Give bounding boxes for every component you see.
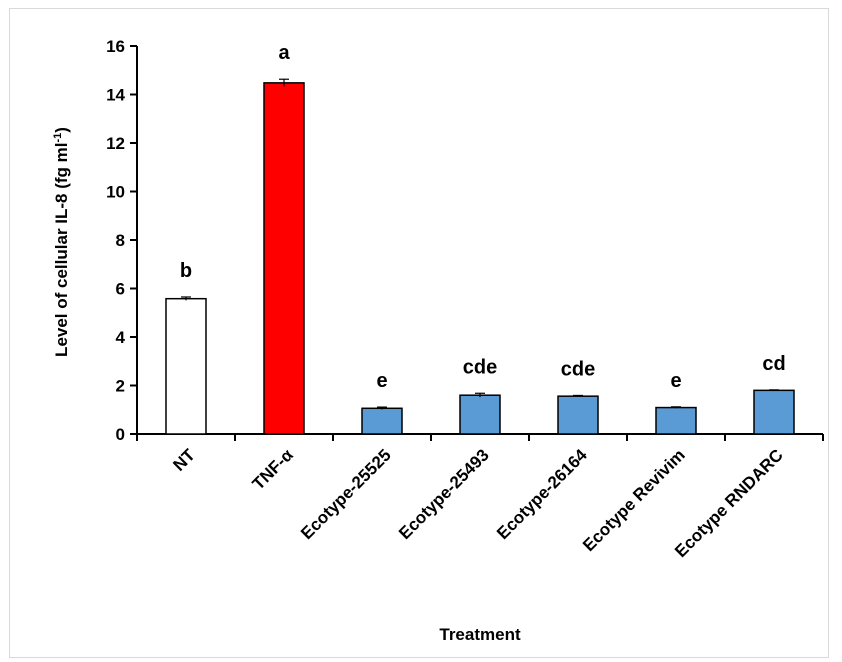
x-axis-title: Treatment	[439, 625, 521, 644]
y-tick-label: 0	[116, 425, 125, 444]
significance-labels: b a e cde cde e cd	[180, 42, 786, 392]
bar	[263, 82, 305, 435]
y-tick-label: 4	[116, 328, 126, 347]
chart-frame	[9, 8, 829, 658]
x-tick-label: Ecotype RNDARC	[671, 445, 787, 561]
x-tick-label: NT	[169, 445, 199, 475]
x-tick-label: Ecotype-25493	[395, 445, 493, 543]
y-tick-label: 8	[116, 231, 125, 250]
significance-label: cde	[561, 358, 595, 380]
significance-label: cd	[762, 353, 785, 375]
significance-label: e	[670, 370, 681, 392]
bars	[165, 82, 795, 435]
y-axis-title-end: )	[52, 127, 71, 133]
error-bars	[181, 78, 779, 410]
y-tick-label: 2	[116, 377, 125, 396]
bar	[165, 297, 207, 435]
y-axis: 0 2 4 6 8 10 12 14 16	[106, 37, 138, 444]
x-tick-label: Ecotype-25525	[297, 445, 395, 543]
y-tick-label: 12	[106, 134, 125, 153]
x-tick-label: TNF-α	[249, 445, 298, 494]
significance-label: cde	[463, 356, 497, 378]
significance-label: b	[180, 260, 192, 282]
y-tick-label: 16	[106, 37, 125, 56]
y-tick-label: 10	[106, 183, 125, 202]
significance-label: a	[278, 42, 290, 64]
x-tick-labels: NT TNF-α Ecotype-25525 Ecotype-25493 Ecotype…	[169, 445, 786, 561]
y-axis-title: Level of cellular IL-8 (fg ml-1)	[52, 127, 71, 357]
bar	[753, 389, 795, 435]
bar	[655, 406, 697, 435]
x-axis	[136, 433, 824, 441]
y-axis-title-sup: -1	[52, 133, 64, 143]
y-axis-title-main: Level of cellular IL-8 (fg ml	[52, 143, 71, 357]
x-tick-label: Ecotype-26164	[493, 445, 591, 543]
bar	[361, 407, 403, 435]
bar	[557, 395, 599, 435]
bar	[459, 394, 501, 435]
x-tick-label: Ecotype Revivim	[579, 445, 689, 555]
significance-label: e	[376, 370, 387, 392]
y-tick-label: 14	[106, 86, 125, 105]
y-tick-label: 6	[116, 280, 125, 299]
